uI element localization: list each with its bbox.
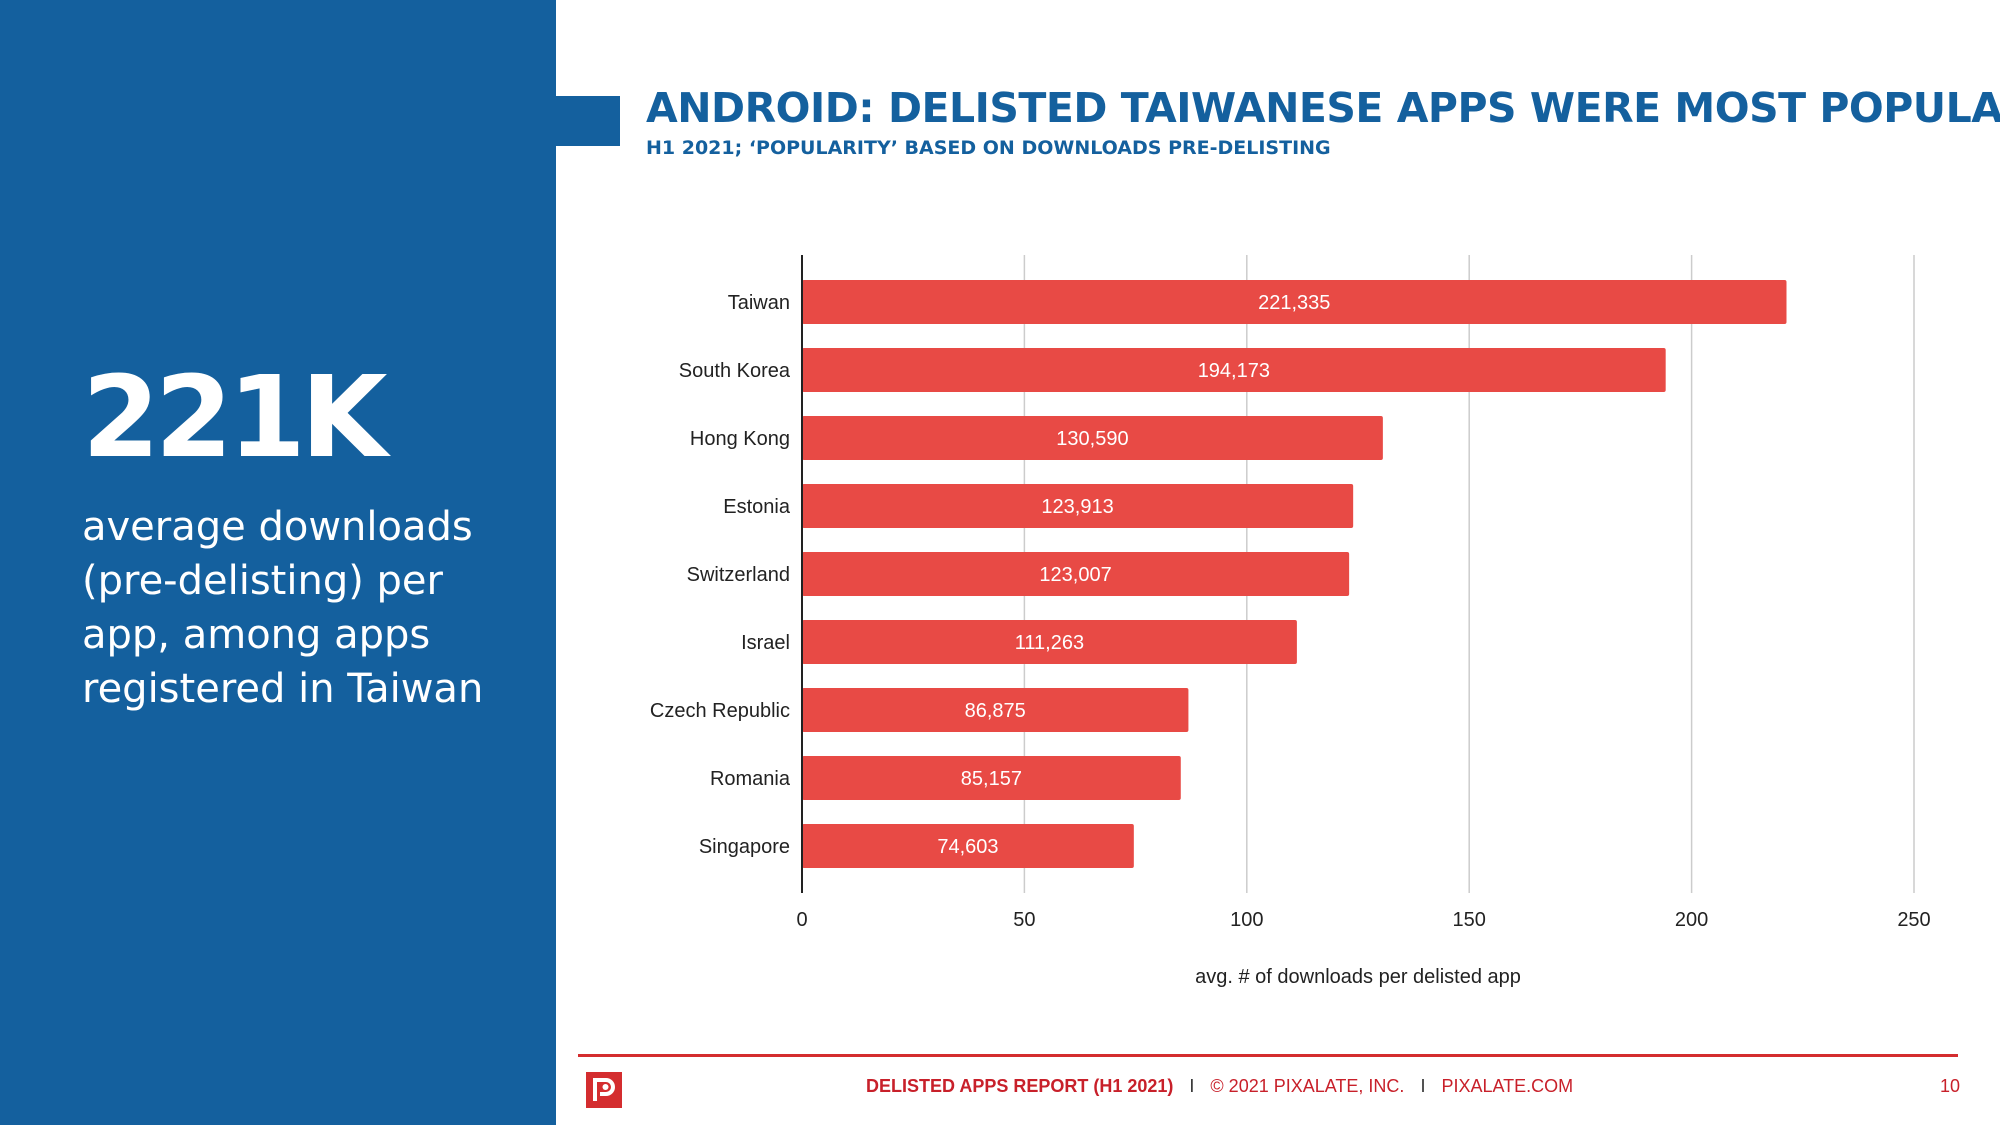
page-number: 10 [1939, 1076, 1960, 1096]
footer-divider [578, 1054, 1958, 1057]
bar [802, 688, 1189, 732]
bar [802, 620, 1297, 664]
key-stat-value: 221K [82, 353, 388, 483]
x-tick-label: 100 [1230, 909, 1263, 931]
category-label: Singapore [699, 836, 790, 858]
bar [802, 552, 1350, 596]
category-label: Hong Kong [690, 428, 790, 450]
category-label: Switzerland [687, 564, 790, 586]
footer-site-link[interactable]: PIXALATE.COM [1441, 1076, 1574, 1096]
bar [802, 348, 1666, 392]
category-label: South Korea [679, 360, 791, 382]
footer-copyright: © 2021 PIXALATE, INC. [1210, 1076, 1405, 1096]
title-accent-bar [556, 96, 620, 146]
bar-value-label: 130,590 [1056, 428, 1128, 450]
slide-title: ANDROID: DELISTED TAIWANESE APPS WERE MO… [646, 84, 2000, 132]
bar [802, 484, 1354, 528]
footer-separator: I [1420, 1076, 1426, 1096]
bar-value-label: 86,875 [965, 700, 1026, 722]
key-stat-description: average downloads (pre-delisting) per ap… [82, 504, 484, 712]
x-tick-label: 200 [1675, 909, 1708, 931]
x-tick-label: 0 [796, 909, 807, 931]
x-tick-label: 50 [1013, 909, 1035, 931]
bar-value-label: 74,603 [937, 836, 998, 858]
category-label: Romania [710, 768, 791, 790]
footer-report-name: DELISTED APPS REPORT (H1 2021) [866, 1076, 1174, 1096]
bar-value-label: 194,173 [1198, 360, 1270, 382]
x-tick-label: 250 [1897, 909, 1930, 931]
category-label: Czech Republic [650, 700, 790, 722]
bar-value-label: 123,007 [1039, 564, 1111, 586]
x-axis-label: avg. # of downloads per delisted app [1195, 966, 1521, 988]
bar [802, 756, 1181, 800]
category-label: Taiwan [728, 292, 790, 314]
bar [802, 824, 1134, 868]
bar-value-label: 85,157 [961, 768, 1022, 790]
bar [802, 280, 1787, 324]
x-tick-label: 150 [1453, 909, 1486, 931]
bar [802, 416, 1383, 460]
left-panel: 221K average downloads (pre-delisting) p… [0, 0, 556, 1125]
pixalate-logo-icon [586, 1072, 622, 1108]
footer-text: DELISTED APPS REPORT (H1 2021) I © 2021 PI… [866, 1076, 1573, 1097]
slide-subtitle: H1 2021; ‘POPULARITY’ BASED ON DOWNLOADS… [646, 137, 1331, 159]
category-label: Estonia [723, 496, 791, 518]
bar-value-label: 221,335 [1258, 292, 1330, 314]
category-label: Israel [741, 632, 790, 654]
bar-value-label: 123,913 [1041, 496, 1113, 518]
bar-value-label: 111,263 [1015, 632, 1084, 654]
footer-separator: I [1189, 1076, 1195, 1096]
